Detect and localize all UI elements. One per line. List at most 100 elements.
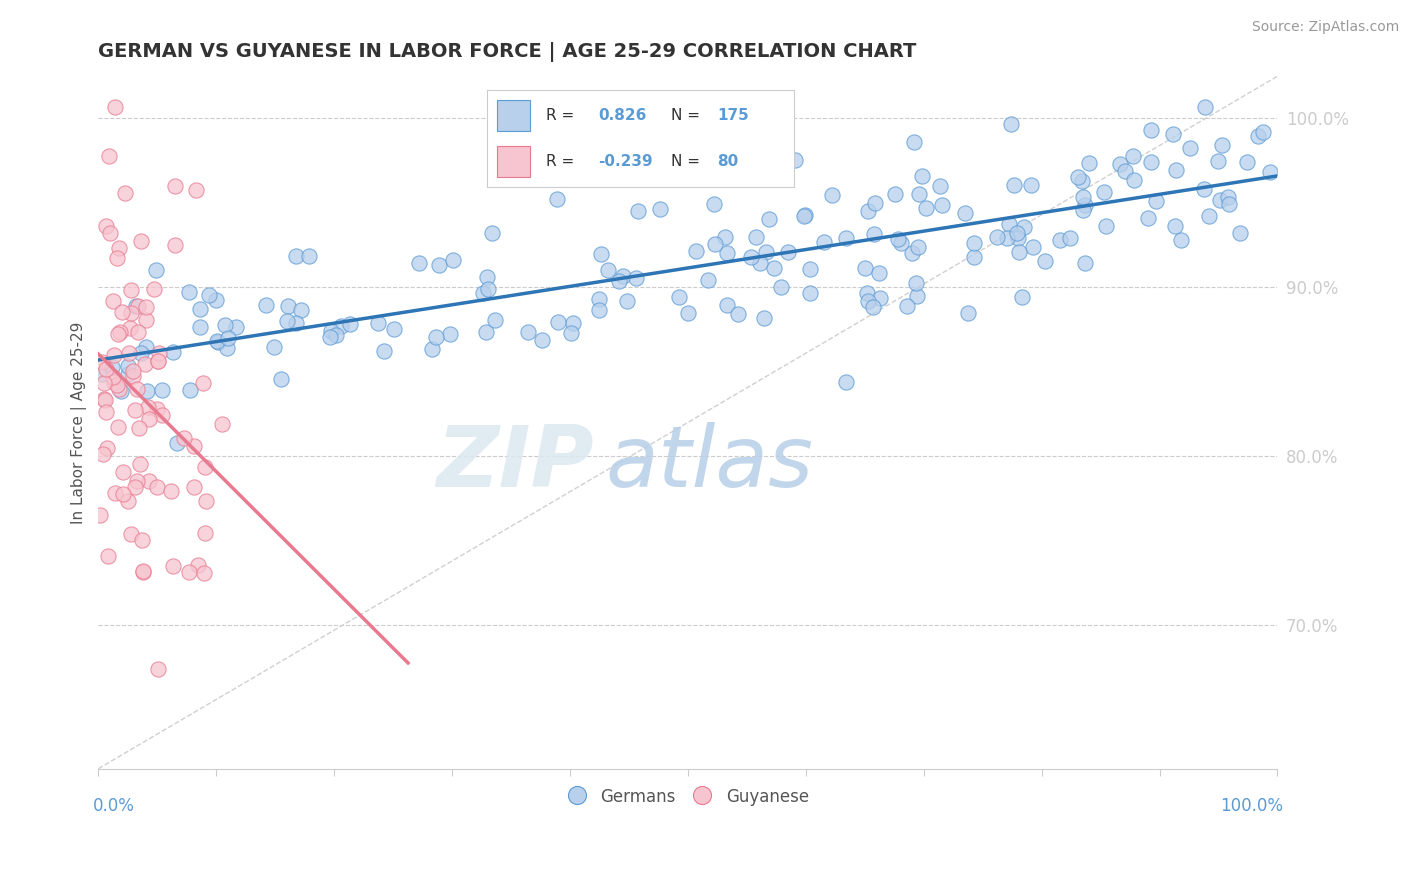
Point: [129, 234, 152, 248]
Point: [103, 369, 125, 384]
Point: [105, 251, 128, 265]
Point: [481, 227, 503, 241]
Text: 0.0%: 0.0%: [93, 797, 135, 815]
Text: Source: ZipAtlas.com: Source: ZipAtlas.com: [1251, 20, 1399, 34]
Point: [1218, 196, 1240, 211]
Point: [835, 231, 858, 245]
Point: [188, 301, 211, 316]
Point: [1095, 219, 1118, 233]
Point: [740, 250, 762, 264]
Point: [127, 325, 149, 339]
Point: [319, 330, 342, 344]
Point: [135, 313, 157, 327]
Point: [217, 330, 239, 344]
Point: [1229, 226, 1251, 240]
Point: [1251, 125, 1274, 139]
Point: [284, 249, 307, 263]
Point: [853, 260, 876, 275]
Point: [120, 283, 142, 297]
Point: [127, 299, 149, 313]
Point: [163, 237, 186, 252]
Point: [132, 565, 155, 579]
Point: [799, 262, 821, 277]
Point: [887, 232, 910, 246]
Point: [117, 359, 139, 373]
Point: [177, 565, 200, 579]
Point: [194, 525, 217, 540]
Point: [127, 474, 149, 488]
Point: [270, 372, 292, 386]
Point: [1139, 122, 1161, 136]
Point: [108, 241, 131, 255]
Point: [1144, 194, 1167, 209]
Point: [1123, 173, 1146, 187]
Point: [135, 340, 157, 354]
Point: [749, 255, 772, 269]
Point: [96, 441, 118, 455]
Point: [325, 328, 347, 343]
Point: [145, 262, 167, 277]
Point: [869, 291, 891, 305]
Point: [627, 203, 650, 218]
Point: [471, 285, 494, 300]
Point: [89, 508, 111, 523]
Point: [1136, 211, 1159, 225]
Point: [1066, 170, 1088, 185]
Point: [1211, 137, 1233, 152]
Point: [1012, 219, 1035, 234]
Point: [588, 293, 610, 307]
Point: [758, 212, 780, 227]
Point: [118, 346, 141, 360]
Point: [1236, 154, 1258, 169]
Point: [905, 289, 928, 303]
Point: [475, 270, 498, 285]
Point: [187, 558, 209, 573]
Point: [284, 316, 307, 330]
Point: [150, 408, 173, 422]
Point: [716, 246, 738, 260]
Point: [121, 363, 143, 377]
Point: [104, 100, 127, 114]
Point: [276, 314, 298, 328]
Point: [1178, 141, 1201, 155]
Point: [427, 258, 450, 272]
Point: [97, 549, 120, 564]
Point: [648, 202, 671, 217]
Point: [183, 440, 205, 454]
Point: [207, 334, 229, 349]
Point: [103, 348, 125, 362]
Point: [1022, 240, 1045, 254]
Point: [298, 249, 321, 263]
Point: [799, 285, 821, 300]
Point: [160, 484, 183, 499]
Point: [211, 417, 233, 431]
Point: [330, 318, 353, 333]
Point: [104, 486, 127, 500]
Point: [111, 487, 134, 501]
Point: [129, 346, 152, 360]
Point: [928, 178, 950, 193]
Point: [110, 325, 132, 339]
Point: [177, 285, 200, 299]
Point: [90, 368, 112, 382]
Point: [901, 245, 924, 260]
Point: [1164, 162, 1187, 177]
Point: [531, 333, 554, 347]
Point: [125, 299, 148, 313]
Point: [998, 218, 1021, 232]
Point: [1246, 129, 1268, 144]
Point: [856, 285, 879, 300]
Point: [146, 662, 169, 676]
Point: [382, 322, 405, 336]
Point: [863, 227, 886, 242]
Point: [1002, 178, 1025, 193]
Point: [1019, 178, 1042, 192]
Point: [93, 392, 115, 406]
Point: [783, 153, 806, 167]
Point: [1071, 189, 1094, 203]
Point: [425, 330, 447, 344]
Point: [903, 136, 925, 150]
Point: [194, 460, 217, 475]
Point: [962, 236, 984, 251]
Point: [477, 282, 499, 296]
